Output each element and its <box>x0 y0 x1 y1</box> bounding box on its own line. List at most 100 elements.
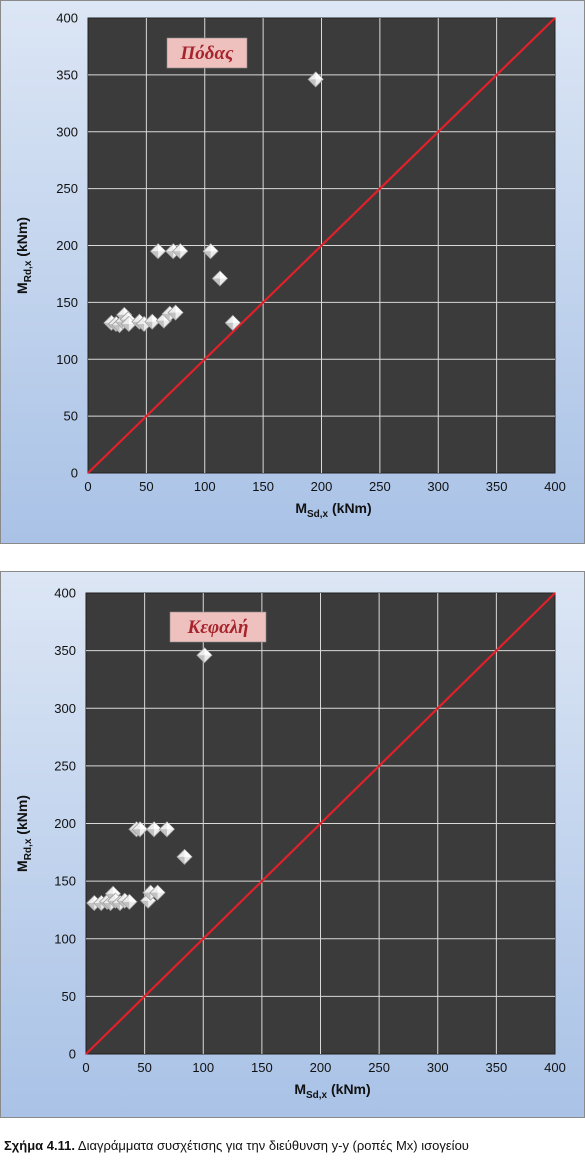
y-axis-label: MRd,x (kNm) <box>14 795 34 872</box>
data-point-shade <box>140 900 149 909</box>
data-point-highlight <box>210 243 219 252</box>
x-tick-label: 0 <box>82 1060 89 1075</box>
chart-title-box <box>169 611 267 643</box>
data-point <box>172 243 189 260</box>
x-tick-label: 100 <box>192 1060 214 1075</box>
y-tick-label: 250 <box>56 181 78 196</box>
y-tick-label: 300 <box>56 124 78 139</box>
x-tick-label: 400 <box>544 1060 566 1075</box>
data-point-shade <box>159 829 167 837</box>
chart-podas: 0 50 100 150 200 250 300 350 400 0 50 100 150 200 250 3… <box>0 0 585 544</box>
data-point-shade <box>112 325 120 333</box>
data-point-shade <box>121 901 130 910</box>
y-tick-label: 150 <box>54 874 76 889</box>
x-tick-label: 200 <box>310 1060 332 1075</box>
y-tick-label: 300 <box>54 701 76 716</box>
y-tick-label: 400 <box>54 586 76 601</box>
x-tick-label: 300 <box>427 479 449 494</box>
data-point-shade <box>156 320 164 329</box>
data-point-shade <box>115 321 124 330</box>
data-point-highlight <box>180 243 188 252</box>
x-tick-label: 50 <box>137 1060 151 1075</box>
x-tick-label: 50 <box>139 479 153 494</box>
data-point-shade <box>165 251 174 259</box>
x-tick-label: 400 <box>544 479 566 494</box>
chart-kefali: 0 50 100 150 200 250 300 350 400 0 50 100 150 200 250 3… <box>0 571 585 1118</box>
data-point <box>167 304 184 321</box>
chart-podas-svg: 0 50 100 150 200 250 300 350 400 0 50 100 150 200 250 3… <box>0 0 585 544</box>
data-point <box>121 893 138 910</box>
data-point-highlight <box>166 821 175 830</box>
data-point-highlight <box>154 821 162 830</box>
data-point-shade <box>93 903 102 911</box>
x-tick-label: 150 <box>251 1060 273 1075</box>
x-axis-label: MSd,x (kNm) <box>294 1081 370 1101</box>
y-tick-label: 150 <box>56 295 78 310</box>
data-point <box>149 884 166 901</box>
data-point <box>176 848 193 865</box>
data-point <box>196 647 213 664</box>
y-tick-label: 200 <box>56 238 78 253</box>
figure-caption: Σχήμα 4.11. Διαγράμματα συσχέτισης για τ… <box>0 1138 585 1160</box>
y-tick-label: 400 <box>56 11 78 26</box>
y-tick-label: 50 <box>62 989 76 1004</box>
data-point-highlight <box>184 849 192 857</box>
y-tick-label: 350 <box>56 67 78 82</box>
data-point-highlight <box>315 71 324 80</box>
data-point-shade <box>168 312 176 321</box>
data-point-shade <box>225 322 233 331</box>
data-point <box>211 270 228 287</box>
data-point-shade <box>196 655 205 663</box>
reference-line <box>87 17 556 474</box>
x-tick-label: 250 <box>368 1060 390 1075</box>
data-point <box>131 821 149 838</box>
data-point <box>149 243 167 260</box>
y-tick-label: 0 <box>69 1047 76 1062</box>
x-tick-label: 100 <box>194 479 216 494</box>
y-tick-label: 50 <box>64 409 78 424</box>
chart-title-box <box>166 37 248 69</box>
data-point <box>145 821 163 838</box>
reference-line <box>85 592 556 1055</box>
data-point-shade <box>132 829 140 837</box>
data-point-highlight <box>219 270 228 279</box>
data-point-shade <box>112 903 121 911</box>
data-point-shade <box>308 79 316 87</box>
data-point-shade <box>172 251 181 259</box>
data-point-shade <box>121 323 129 332</box>
data-point-highlight <box>112 886 121 894</box>
data-point-shade <box>144 321 153 330</box>
x-tick-label: 350 <box>486 479 508 494</box>
x-tick-label: 350 <box>486 1060 508 1075</box>
data-point-highlight <box>129 894 137 902</box>
data-point-highlight <box>139 821 148 830</box>
chart-kefali-svg: 0 50 100 150 200 250 300 350 400 0 50 100 150 200 250 3… <box>0 571 585 1118</box>
y-tick-label: 100 <box>54 931 76 946</box>
caption-text: Διαγράμματα συσχέτισης για την διεύθυνση… <box>77 1138 469 1153</box>
y-axis-label: MRd,x (kNm) <box>14 217 34 294</box>
x-tick-label: 200 <box>311 479 333 494</box>
data-point <box>307 71 324 88</box>
data-point-shade <box>176 856 185 865</box>
y-tick-label: 250 <box>54 758 76 773</box>
data-point-shade <box>212 278 220 286</box>
chart-title: Κεφαλή <box>187 617 249 638</box>
data-point-shade <box>150 251 159 259</box>
y-tick-label: 0 <box>71 466 78 481</box>
x-tick-label: 250 <box>369 479 391 494</box>
data-point-shade <box>150 892 158 901</box>
x-tick-label: 150 <box>252 479 274 494</box>
y-tick-label: 100 <box>56 352 78 367</box>
data-point-highlight <box>232 315 241 323</box>
y-tick-label: 200 <box>54 816 76 831</box>
x-tick-label: 300 <box>427 1060 449 1075</box>
data-point-shade <box>146 829 155 837</box>
x-tick-label: 0 <box>84 479 91 494</box>
data-point <box>158 821 175 838</box>
data-point-shade <box>162 313 170 322</box>
x-axis-label: MSd,x (kNm) <box>295 500 371 520</box>
data-point <box>224 314 241 331</box>
data-point-shade <box>136 323 145 332</box>
y-tick-label: 350 <box>54 643 76 658</box>
data-point-highlight <box>157 885 166 893</box>
